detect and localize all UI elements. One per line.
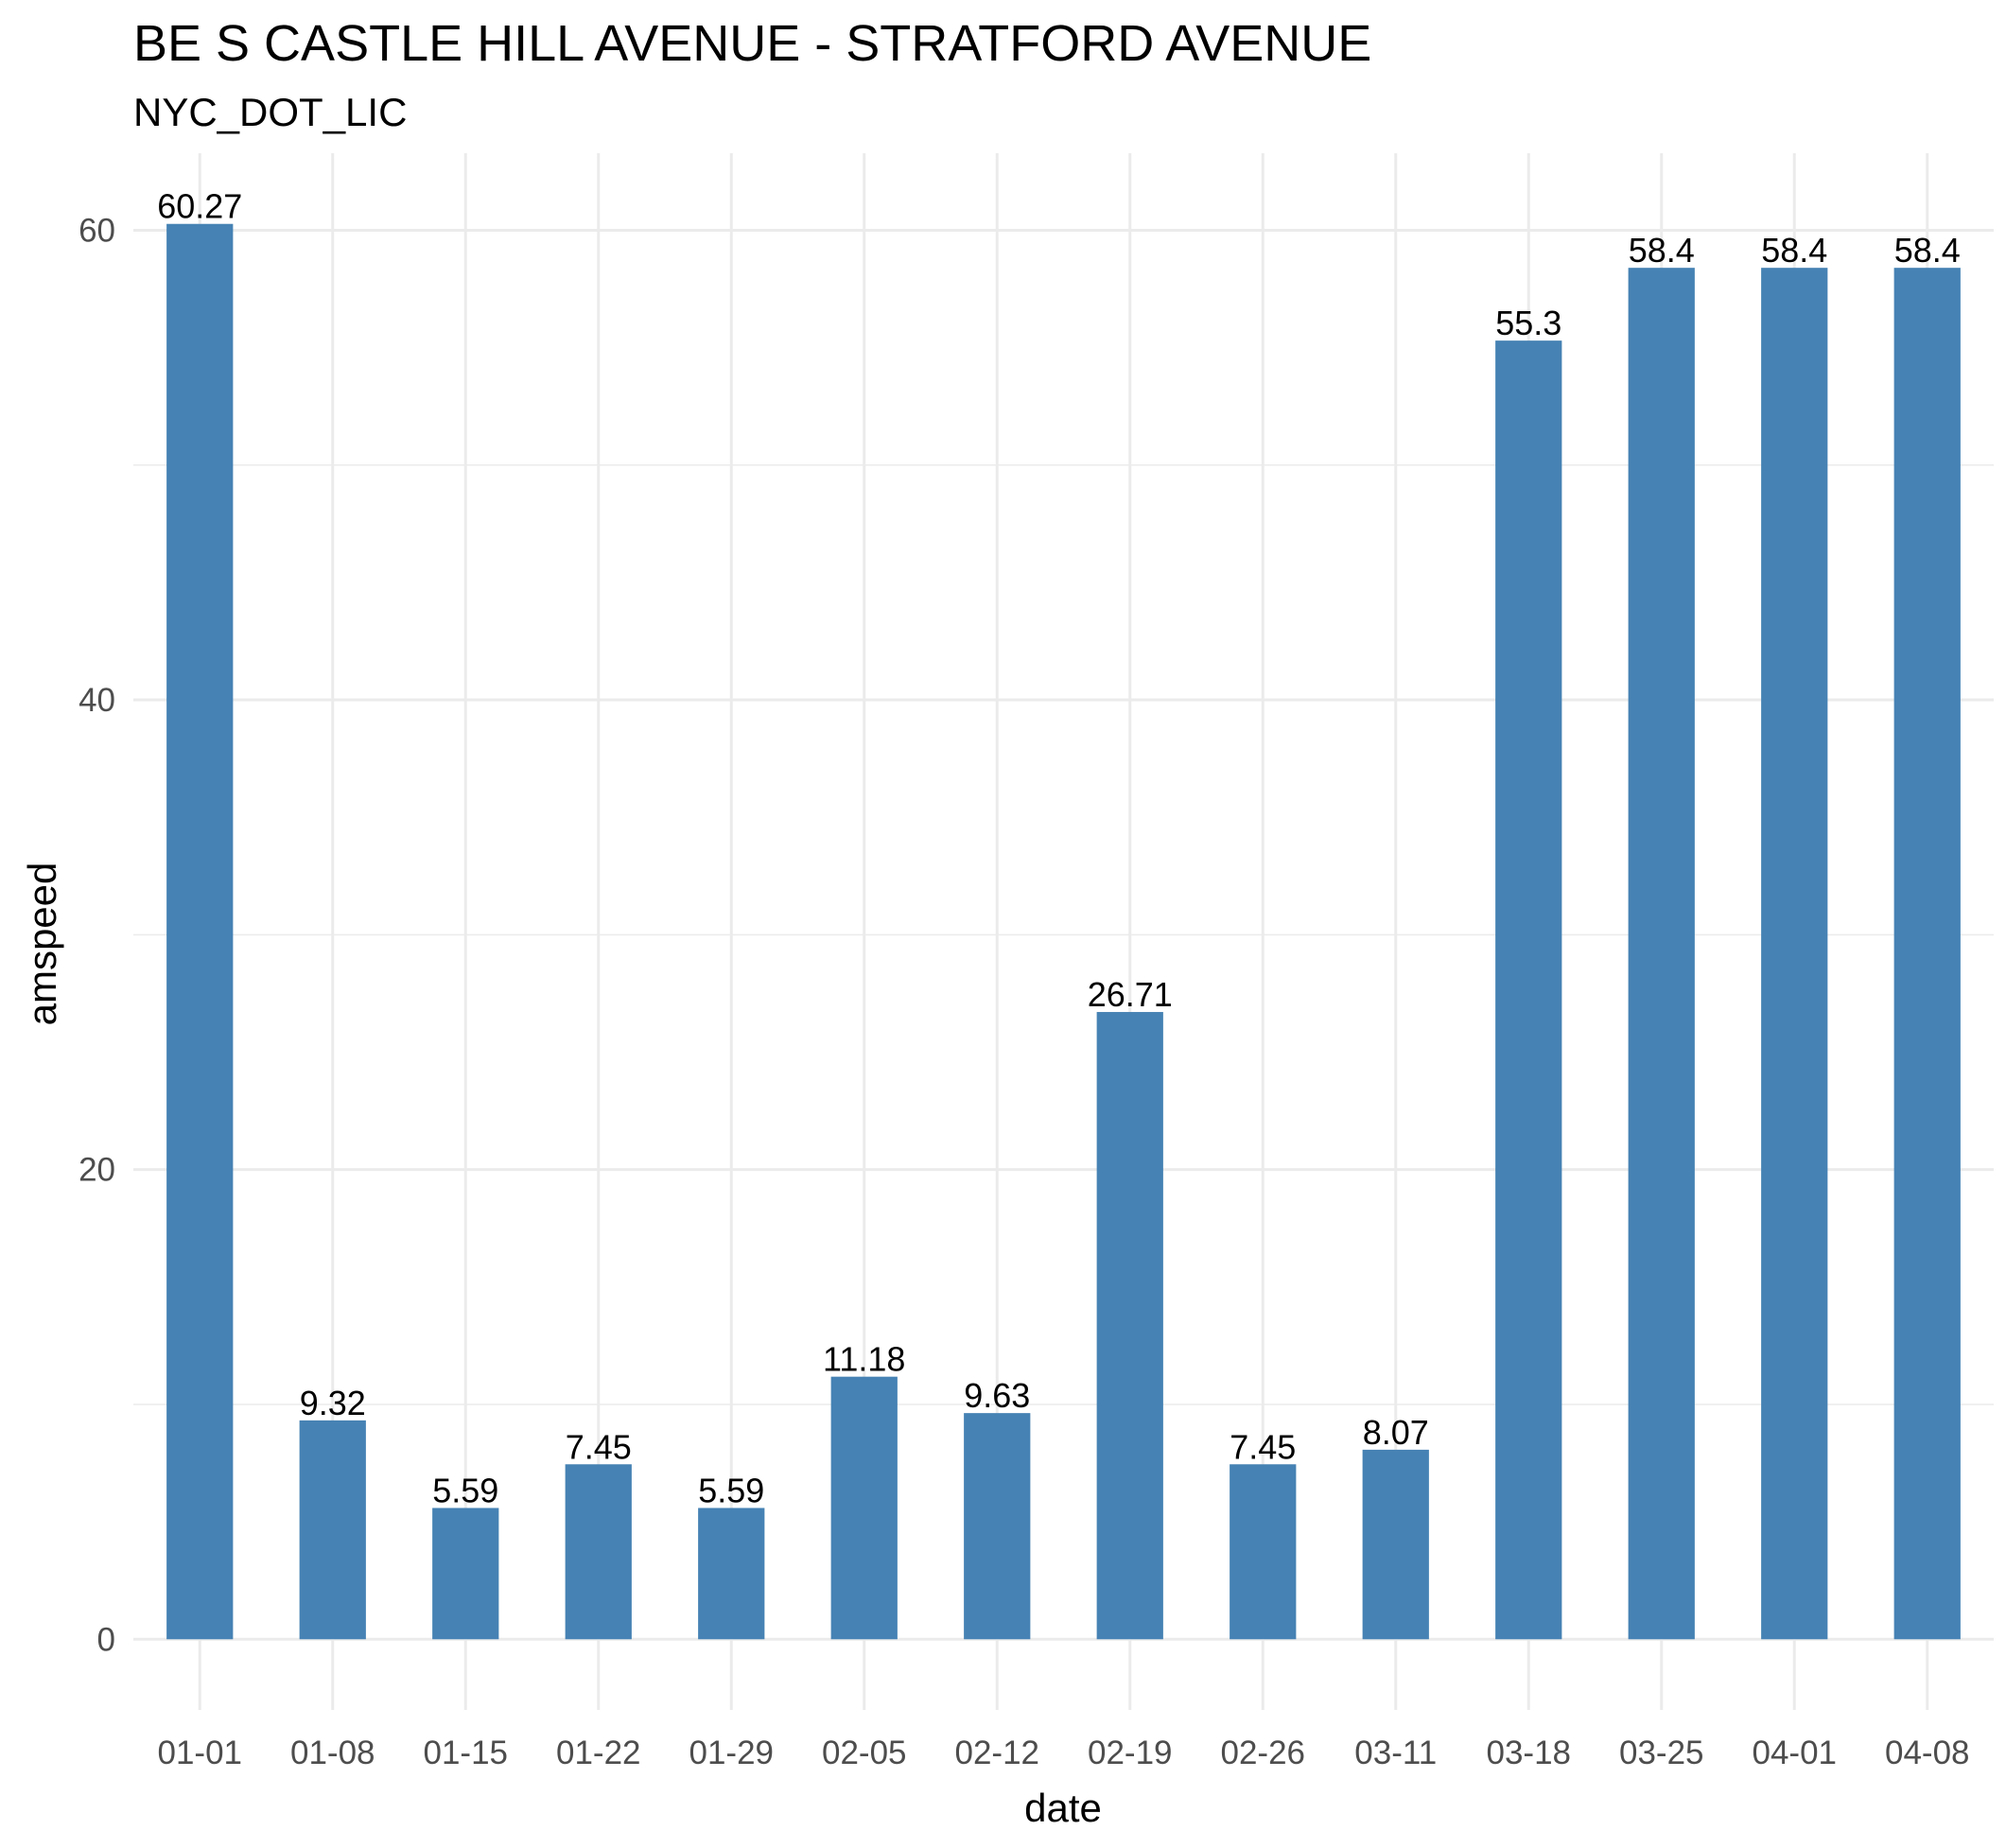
y-axis-title: amspeed [20, 863, 64, 1026]
bar [830, 1376, 898, 1640]
bar-value-label: 26.71 [1088, 975, 1173, 1014]
bar-value-label: 9.63 [964, 1376, 1030, 1415]
bar-value-label: 58.4 [1761, 231, 1827, 270]
grid-lines [133, 153, 1994, 1710]
chart-subtitle: NYC_DOT_LIC [133, 90, 407, 134]
bar [698, 1508, 765, 1640]
bar [1495, 340, 1562, 1640]
bar [1761, 268, 1828, 1640]
bar-value-label: 8.07 [1363, 1413, 1429, 1452]
bar [166, 223, 234, 1640]
x-tick-label: 02-05 [822, 1735, 907, 1771]
bars [166, 223, 1961, 1640]
x-tick-label: 03-11 [1354, 1735, 1437, 1771]
bar [964, 1413, 1031, 1640]
bar [1362, 1449, 1429, 1640]
bar [1096, 1012, 1163, 1640]
x-tick-label: 01-15 [423, 1735, 508, 1771]
y-axis-ticks: 0 20 40 60 [78, 212, 115, 1658]
x-tick-label: 01-29 [689, 1735, 774, 1771]
bar [299, 1420, 366, 1640]
y-tick-label: 20 [78, 1152, 115, 1189]
bar-value-label: 9.32 [300, 1384, 366, 1422]
x-tick-label: 01-08 [290, 1735, 375, 1771]
x-tick-label: 04-01 [1752, 1735, 1837, 1771]
data-labels: 60.27 9.32 5.59 7.45 5.59 11.18 9.63 26.71 7.45 8… [157, 187, 1961, 1510]
bar [565, 1464, 632, 1640]
x-axis-ticks: 01-01 01-08 01-15 01-22 01-29 02-05 02-12 02-19… [157, 1735, 1969, 1771]
bar [1893, 268, 1961, 1640]
bar-value-label: 5.59 [698, 1471, 764, 1509]
bar-value-label: 5.59 [432, 1471, 498, 1509]
bar [1628, 268, 1695, 1640]
bar-value-label: 55.3 [1495, 304, 1561, 342]
x-tick-label: 01-01 [157, 1735, 242, 1771]
bar-value-label: 11.18 [823, 1340, 905, 1379]
x-tick-label: 04-08 [1885, 1735, 1970, 1771]
bar-value-label: 58.4 [1894, 231, 1961, 270]
bar-value-label: 60.27 [157, 187, 242, 226]
x-tick-label: 02-12 [954, 1735, 1039, 1771]
bar-value-label: 7.45 [566, 1427, 632, 1466]
bar-value-label: 7.45 [1230, 1427, 1296, 1466]
chart-title: BE S CASTLE HILL AVENUE - STRATFORD AVEN… [133, 15, 1371, 72]
bar-value-label: 58.4 [1629, 231, 1695, 270]
x-tick-label: 02-26 [1220, 1735, 1305, 1771]
y-tick-label: 40 [78, 682, 115, 719]
x-tick-label: 01-22 [556, 1735, 641, 1771]
bar [432, 1508, 499, 1640]
x-tick-label: 03-18 [1486, 1735, 1571, 1771]
y-tick-label: 60 [78, 212, 115, 249]
x-tick-label: 02-19 [1088, 1735, 1173, 1771]
x-axis-title: date [1024, 1786, 1102, 1830]
bar [1230, 1464, 1297, 1640]
x-tick-label: 03-25 [1619, 1735, 1704, 1771]
y-tick-label: 0 [97, 1621, 115, 1658]
